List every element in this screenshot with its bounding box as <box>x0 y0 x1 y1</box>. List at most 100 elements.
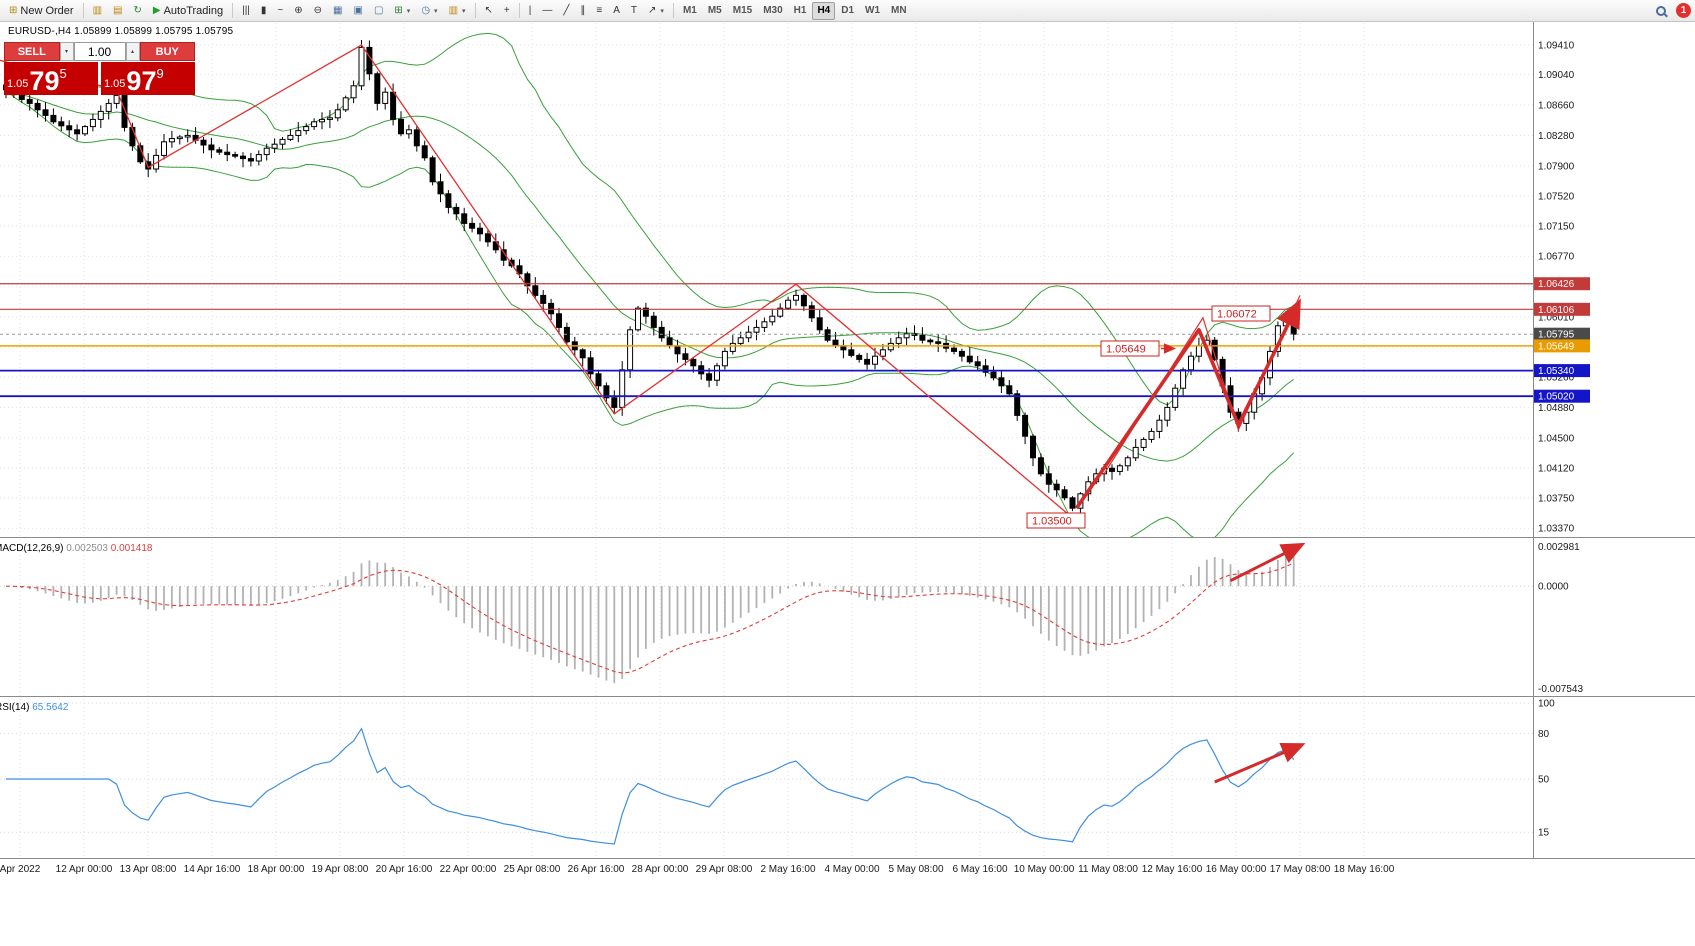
candlestick-icon: ▮ <box>260 4 267 16</box>
channel-button[interactable]: ∥ <box>575 2 590 20</box>
arrange-windows-button[interactable]: ▢ <box>369 2 388 20</box>
svg-text:1.03750: 1.03750 <box>1538 493 1575 504</box>
timeframe-h4-button[interactable]: H4 <box>812 1 836 20</box>
svg-text:1.03500: 1.03500 <box>1032 516 1072 528</box>
buy-price-figure: 1.05 <box>104 78 126 90</box>
volume-input[interactable] <box>73 42 126 61</box>
candlestick-type-button[interactable]: ▮ <box>256 2 272 20</box>
fibonacci-icon: ≡ <box>596 4 603 16</box>
svg-text:20 Apr 16:00: 20 Apr 16:00 <box>376 864 433 875</box>
price-callout-1.05649[interactable]: 1.05649 <box>1100 340 1176 357</box>
timeframe-m30-button[interactable]: M30 <box>758 2 787 20</box>
macd-arrow[interactable] <box>1229 542 1306 583</box>
timeframe-mn-button[interactable]: MN <box>886 2 912 20</box>
autotrading-button-label: AutoTrading <box>163 4 224 17</box>
buy-price-display[interactable]: 1.05 97 9 <box>101 62 195 95</box>
zoom-in-button[interactable]: ⊕ <box>289 2 307 20</box>
tile-windows-button[interactable]: ▦ <box>328 2 347 20</box>
sell-button[interactable]: SELL <box>4 42 60 61</box>
vertical-line-button[interactable]: | <box>524 2 537 20</box>
svg-text:1.06426: 1.06426 <box>1538 279 1575 290</box>
caret-down-icon: ▾ <box>462 7 466 15</box>
line-chart-type-button[interactable]: ~ <box>272 2 288 20</box>
templates-button[interactable]: ▥ ▾ <box>444 2 471 20</box>
profiles-menu-button[interactable]: ◷ ▾ <box>416 2 442 20</box>
svg-text:6 May 16:00: 6 May 16:00 <box>952 864 1007 875</box>
trade-panel-controls: SELL ▾ ▴ BUY <box>4 42 195 61</box>
macd-label: MACD(12,26,9) 0.002503 0.001418 0.002981 0… <box>0 542 1583 695</box>
toolbar-separator <box>518 3 520 18</box>
text-button[interactable]: A <box>608 2 625 20</box>
timeframe-m1-button[interactable]: M1 <box>678 2 702 20</box>
text-label-icon: T <box>630 4 638 16</box>
arrows-button[interactable]: ↗ ▾ <box>643 2 669 20</box>
rsi-line <box>6 727 1295 845</box>
data-window-button[interactable]: ↻ <box>128 2 146 20</box>
svg-text:1.05020: 1.05020 <box>1538 392 1575 403</box>
autotrading-button[interactable]: ▶ AutoTrading <box>148 2 228 20</box>
crosshair-button[interactable]: + <box>499 2 515 20</box>
sell-price-display[interactable]: 1.05 79 5 <box>4 62 98 95</box>
timeframe-h1-button[interactable]: H1 <box>789 2 812 20</box>
rsi-arrow[interactable] <box>1214 743 1306 784</box>
text-label-button[interactable]: T <box>626 2 642 20</box>
svg-text:-0.007543: -0.007543 <box>1538 684 1583 695</box>
timeframe-w1-button[interactable]: W1 <box>860 2 885 20</box>
arrange-windows-icon: ▢ <box>373 4 384 16</box>
price-tag-1.06106: 1.06106 <box>1534 302 1590 316</box>
price-tag-1.05340: 1.05340 <box>1534 364 1590 378</box>
new-chart-button[interactable]: ⊞ ▾ <box>389 2 415 20</box>
svg-text:14 Apr 16:00: 14 Apr 16:00 <box>184 864 241 875</box>
search-button[interactable] <box>1651 2 1671 20</box>
bar-chart-icon: ||| <box>242 4 250 16</box>
buy-button[interactable]: BUY <box>139 42 195 61</box>
svg-text:1.06010: 1.06010 <box>1538 313 1575 324</box>
cascade-windows-button[interactable]: ▣ <box>349 2 368 20</box>
volume-decrease-button[interactable]: ▾ <box>59 42 74 61</box>
charts-toolbar-button[interactable]: ▥ <box>88 2 107 20</box>
clock-icon: ◷ <box>421 4 431 16</box>
horizontal-line-button[interactable]: — <box>537 2 557 20</box>
crosshair-icon: + <box>503 4 510 16</box>
notification-badge[interactable]: 1 <box>1676 3 1691 18</box>
svg-text:0.002981: 0.002981 <box>1538 542 1580 553</box>
svg-text:15: 15 <box>1538 828 1550 839</box>
timeframe-m5-button[interactable]: M5 <box>703 2 727 20</box>
new-order-button[interactable]: ⊞ New Order <box>4 2 79 20</box>
svg-text:26 Apr 16:00: 26 Apr 16:00 <box>568 864 625 875</box>
svg-text:28 Apr 00:00: 28 Apr 00:00 <box>632 864 689 875</box>
timeframe-m15-button[interactable]: M15 <box>728 2 757 20</box>
fibonacci-button[interactable]: ≡ <box>591 2 607 20</box>
timeframe-d1-button[interactable]: D1 <box>836 2 859 20</box>
svg-text:16 May 00:00: 16 May 00:00 <box>1206 864 1267 875</box>
bar-chart-type-button[interactable]: ||| <box>237 2 255 20</box>
rsi-label: RSI(14) 65.5642 100 80 50 15 <box>0 699 1555 839</box>
svg-text:Apr 2022: Apr 2022 <box>0 864 41 875</box>
rally-arrow[interactable] <box>1075 298 1301 510</box>
svg-text:1.09040: 1.09040 <box>1538 70 1575 81</box>
price-callout-1.03500[interactable]: 1.03500 <box>1026 512 1086 529</box>
zoom-out-button[interactable]: ⊖ <box>309 2 327 20</box>
price-callout-1.06072[interactable]: 1.06072 <box>1211 305 1271 322</box>
cascade-windows-icon: ▣ <box>353 4 363 16</box>
time-axis: Apr 2022 12 Apr 00:00 13 Apr 08:00 14 Apr 1… <box>0 864 1395 875</box>
line-chart-icon: ~ <box>277 4 284 16</box>
cursor-button[interactable]: ↖ <box>480 2 498 20</box>
text-icon: A <box>613 4 620 16</box>
svg-text:22 Apr 00:00: 22 Apr 00:00 <box>440 864 497 875</box>
svg-text:4 May 00:00: 4 May 00:00 <box>824 864 879 875</box>
svg-text:1.05649: 1.05649 <box>1106 344 1146 356</box>
caret-up-icon: ▴ <box>130 49 134 55</box>
cursor-icon: ↖ <box>484 4 493 16</box>
price-tag-1.06426: 1.06426 <box>1534 277 1590 291</box>
svg-text:18 Apr 00:00: 18 Apr 00:00 <box>248 864 305 875</box>
svg-text:100: 100 <box>1538 699 1555 710</box>
sell-price-pips: 79 <box>29 66 60 95</box>
panel-separators[interactable] <box>0 22 1695 859</box>
svg-text:17 May 08:00: 17 May 08:00 <box>1270 864 1331 875</box>
volume-increase-button[interactable]: ▴ <box>125 42 140 61</box>
profiles-button[interactable]: ▤ <box>108 2 127 20</box>
trendline-button[interactable]: ╱ <box>558 2 574 20</box>
